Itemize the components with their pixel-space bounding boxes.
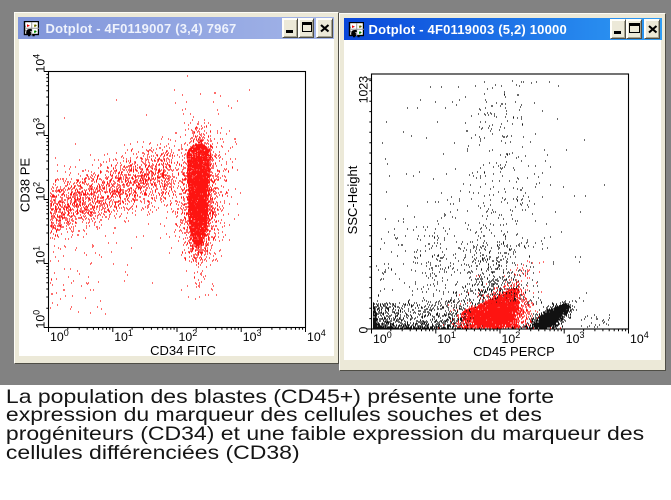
svg-text:100: 100 bbox=[50, 328, 69, 344]
svg-text:1023: 1023 bbox=[357, 76, 371, 104]
svg-text:CD38 PE: CD38 PE bbox=[18, 158, 33, 213]
svg-text:100: 100 bbox=[32, 310, 48, 329]
svg-text:CD34 FITC: CD34 FITC bbox=[150, 343, 216, 358]
svg-text:101: 101 bbox=[32, 246, 48, 265]
svg-text:101: 101 bbox=[437, 330, 456, 346]
svg-text:100: 100 bbox=[373, 330, 392, 346]
svg-text:103: 103 bbox=[243, 328, 262, 344]
svg-text:0: 0 bbox=[357, 327, 371, 334]
svg-text:102: 102 bbox=[32, 182, 48, 201]
svg-text:103: 103 bbox=[566, 330, 585, 346]
svg-text:104: 104 bbox=[32, 54, 48, 73]
svg-text:103: 103 bbox=[32, 118, 48, 137]
svg-text:104: 104 bbox=[630, 330, 649, 346]
svg-text:104: 104 bbox=[307, 328, 326, 344]
svg-text:SSC-Height: SSC-Height bbox=[345, 165, 360, 234]
svg-text:CD45 PERCP: CD45 PERCP bbox=[473, 344, 555, 359]
svg-text:101: 101 bbox=[114, 328, 133, 344]
svg-text:102: 102 bbox=[179, 328, 198, 344]
